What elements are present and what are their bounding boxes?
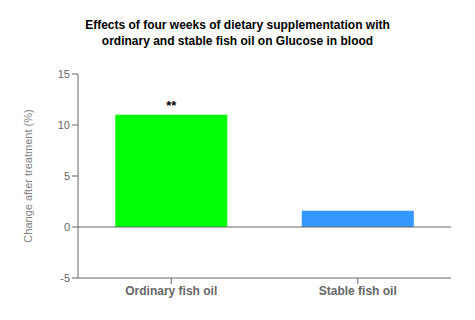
svg-text:10: 10 (58, 119, 70, 131)
html-text:Effects of four weeks of dieta: Effects of four weeks of dietary supplem… (85, 18, 390, 32)
svg-text:15: 15 (58, 68, 70, 80)
svg-text:Stable fish oil: Stable fish oil (319, 284, 397, 298)
svg-text:**: ** (166, 98, 177, 113)
html-text:ordinary and stable fish oil o: ordinary and stable fish oil on Glucose … (101, 34, 374, 48)
svg-text:5: 5 (64, 170, 70, 182)
svg-text:-5: -5 (60, 272, 70, 284)
svg-text:0: 0 (64, 221, 70, 233)
svg-text:Change after treatment (%): Change after treatment (%) (22, 109, 34, 242)
svg-text:Ordinary fish oil: Ordinary fish oil (125, 284, 217, 298)
